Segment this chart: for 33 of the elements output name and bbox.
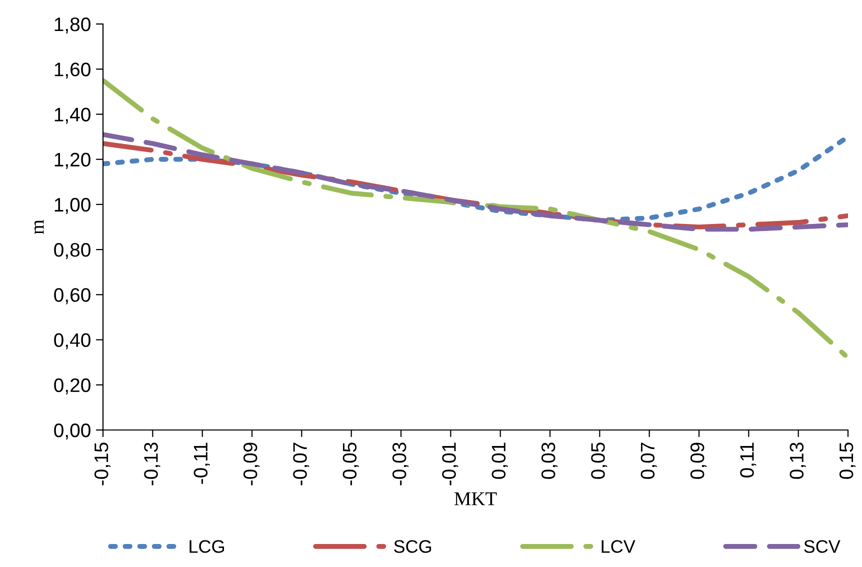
y-tick-label: 1,40	[54, 108, 90, 124]
x-tick-label: 0,13	[790, 442, 806, 479]
x-tick-label: -0,07	[293, 442, 310, 486]
legend-label: SCG	[394, 540, 432, 553]
y-tick-label: 1,80	[54, 17, 90, 34]
y-tick-label: 1,20	[54, 152, 90, 169]
x-tick-label: -0,13	[144, 442, 160, 486]
y-tick-label: 1,00	[54, 198, 90, 214]
x-tick-label: 0,01	[492, 442, 508, 479]
legend-label: SCV	[804, 540, 840, 553]
x-tick-label: -0,15	[94, 442, 111, 486]
legend-label: LCV	[602, 540, 636, 553]
y-tick-label: 0,80	[54, 243, 90, 260]
x-tick-label: -0,01	[442, 442, 458, 486]
y-tick-label: 1,60	[54, 62, 90, 79]
x-tick-label: 0,07	[640, 442, 657, 479]
x-tick-label: 0,11	[740, 442, 756, 478]
x-axis-title: MKT	[454, 492, 497, 506]
x-tick-label: 0,03	[541, 442, 558, 479]
x-tick-label: -0,05	[342, 442, 359, 486]
x-tick-label: 0,09	[690, 442, 707, 479]
y-axis-title: m	[34, 220, 44, 234]
x-tick-label: 0,05	[591, 442, 608, 479]
x-tick-label: -0,11	[194, 442, 210, 484]
line-series	[103, 78, 848, 360]
y-tick-label: 0,00	[54, 423, 90, 440]
x-tick-label: -0,03	[392, 442, 409, 486]
y-tick-label: 0,60	[54, 288, 90, 304]
y-tick-label: 0,20	[54, 378, 90, 394]
y-tick-label: 0,40	[54, 333, 90, 350]
legend-label: LCG	[190, 540, 224, 553]
x-tick-label: 0,15	[839, 442, 856, 479]
x-tick-label: -0,09	[243, 442, 260, 486]
